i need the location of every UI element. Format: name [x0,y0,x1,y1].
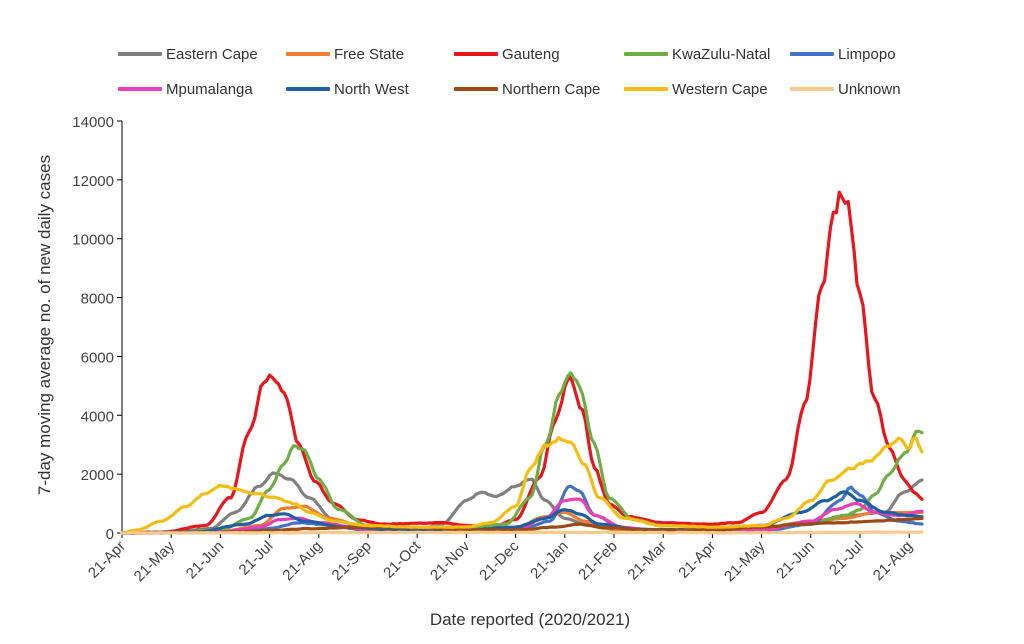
legend-item-mpumalanga: Mpumalanga [118,77,253,101]
legend-swatch [118,87,162,91]
x-tick-label: 21-Feb [575,538,621,584]
y-tick-label: 8000 [81,291,114,308]
legend-swatch [790,87,834,91]
legend-item-north-west: North West [286,77,409,101]
legend-label: KwaZulu-Natal [672,45,771,63]
legend-label: Limpopo [838,45,896,63]
x-tick-label: 21-Apr [85,538,129,582]
legend-item-free-state: Free State [286,42,404,66]
series-layer [120,190,924,535]
x-tick-label: 21-Sep [329,538,375,584]
legend-swatch [118,52,162,56]
series-line-north-west [120,490,924,535]
legend-swatch [790,52,834,56]
legend-label: Eastern Cape [166,45,258,63]
x-tick-label: 21-May [721,537,769,585]
legend-item-western-cape: Western Cape [624,77,768,101]
y-tick-label: 6000 [81,349,114,366]
series-line-northern-cape [120,516,924,535]
series-line-western-cape [120,435,924,535]
legend-swatch [624,87,668,91]
legend-swatch [454,52,498,56]
series-line-unknown [120,530,924,535]
x-tick-label: 21-Mar [624,538,670,584]
x-tick-label: 21-Oct [380,537,424,581]
legend-label: Gauteng [502,45,560,63]
y-axis-title-text: 7-day moving average no. of new daily ca… [35,154,55,496]
x-tick-label: 21-Jun [773,538,817,582]
legend-label: Mpumalanga [166,80,253,98]
legend-swatch [286,52,330,56]
legend-item-eastern-cape: Eastern Cape [118,42,258,66]
x-tick-label: 21-Jun [183,538,227,582]
x-tick-label: 21-Jul [236,538,277,579]
x-tick-label: 21-May [131,537,179,585]
legend-item-unknown: Unknown [790,77,901,101]
x-tick-label: 21-Aug [279,538,325,584]
legend-label: Western Cape [672,80,768,98]
legend-item-gauteng: Gauteng [454,42,560,66]
y-tick-label: 2000 [81,467,114,484]
x-tick-label: 21-Nov [427,537,474,584]
legend-label: Free State [334,45,405,63]
legend-swatch [286,87,330,91]
y-tick-label: 0 [106,526,114,543]
legend-label: Unknown [838,80,901,98]
series-line-gauteng [120,190,924,535]
y-tick-label: 14000 [72,114,114,131]
legend-swatch [624,52,668,56]
legend-label: North West [334,80,409,98]
y-axis-title: 7-day moving average no. of new daily ca… [30,120,60,530]
legend-swatch [454,87,498,91]
y-tick-label: 12000 [72,173,114,190]
x-tick-label: 21-Dec [476,537,523,584]
y-tick-label: 4000 [81,408,114,425]
legend-item-kwazulu-natal: KwaZulu-Natal [624,42,770,66]
legend-item-northern-cape: Northern Cape [454,77,600,101]
x-axis-title: Date reported (2020/2021) [429,610,631,629]
legend-label: Northern Cape [502,80,601,98]
x-tick-label: 21-Jan [527,538,571,582]
legend-item-limpopo: Limpopo [790,42,896,66]
x-tick-label: 21-Aug [870,538,916,584]
x-tick-label: 21-Jul [826,538,867,579]
y-tick-label: 10000 [72,232,114,249]
x-tick-label: 21-Apr [675,538,719,582]
